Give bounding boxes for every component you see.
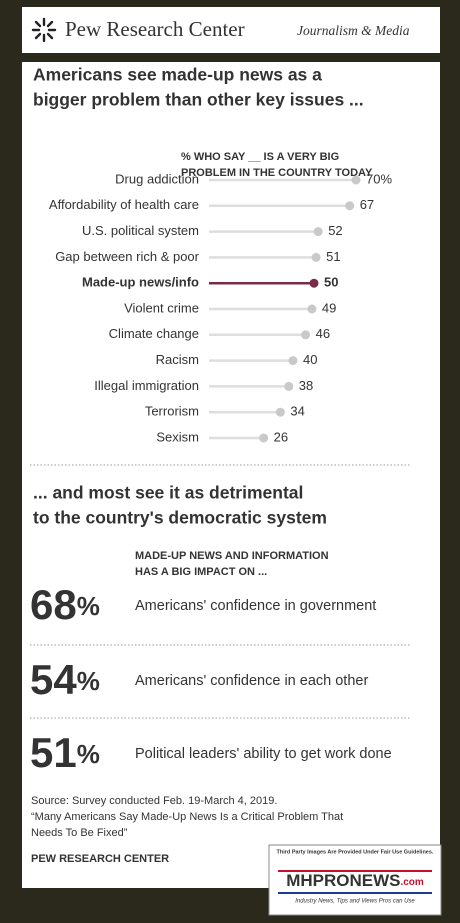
dot (284, 381, 294, 391)
stat-unit: % (77, 739, 100, 769)
category-label: Affordability of health care (49, 197, 199, 212)
value-label: 67 (360, 197, 374, 212)
source: Source: Survey conducted Feb. 19-March 4… (31, 795, 277, 807)
category-label: Sexism (156, 429, 199, 444)
watermark-notice: Third Party Images Are Provided Under Fa… (277, 849, 434, 855)
source: “Many Americans Say Made-Up News Is a Cr… (31, 811, 343, 823)
watermark-box (268, 844, 442, 916)
watermark-domain: .com (400, 877, 423, 888)
value-label: 38 (299, 378, 313, 393)
category-label: Terrorism (145, 404, 199, 419)
dot (275, 407, 285, 417)
brand: Pew Research Center (65, 17, 245, 41)
chart-title: Americans see made-up news as a (33, 65, 322, 85)
value-label: 51 (326, 249, 340, 264)
dot (301, 330, 311, 340)
stat-number: 54 (30, 656, 77, 703)
source: Needs To Be Fixed” (31, 827, 128, 839)
stat-number: 51 (30, 729, 77, 776)
section-subtitle: HAS A BIG IMPACT ON ... (135, 566, 267, 578)
value-label: 26 (274, 429, 288, 444)
section-title: ... and most see it as detrimental (33, 483, 303, 503)
dot (288, 356, 298, 366)
category-label: Gap between rich & poor (55, 249, 199, 264)
stat-unit: % (77, 591, 100, 621)
dot (351, 175, 361, 185)
dot (345, 201, 355, 211)
category-label: Racism (156, 352, 199, 367)
category-label: Illegal immigration (94, 378, 199, 393)
category-label: Drug addiction (115, 171, 199, 186)
chart-subtitle: % WHO SAY __ IS A VERY BIG (181, 151, 339, 163)
stat: 51% (30, 729, 100, 776)
watermark-tagline: Industry News, Tips and Views Pros can U… (295, 899, 415, 905)
value-label: 40 (303, 352, 317, 367)
stat-unit: % (77, 666, 100, 696)
dot (309, 278, 319, 288)
stat-number: 68 (30, 581, 77, 628)
value-label: 52 (328, 223, 342, 238)
section-title: to the country's democratic system (33, 508, 327, 528)
dot (311, 252, 321, 262)
panel (22, 62, 440, 888)
logo (31, 17, 57, 43)
value-label: 50 (324, 275, 338, 290)
category-label: U.S. political system (82, 223, 199, 238)
value-label: 46 (316, 326, 330, 341)
dot (313, 227, 323, 237)
stat-label: Americans' confidence in each other (135, 673, 368, 689)
stat-label: Political leaders' ability to get work d… (135, 746, 392, 762)
stat-label: Americans' confidence in government (135, 598, 376, 614)
watermark-rule (278, 870, 432, 872)
header-box (22, 7, 440, 53)
section: Journalism & Media (297, 23, 410, 38)
section-subtitle: MADE-UP NEWS AND INFORMATION (135, 550, 329, 562)
category-label: Climate change (109, 326, 199, 341)
watermark-brand: MHPRONEWS (286, 871, 400, 890)
org: PEW RESEARCH CENTER (31, 853, 169, 865)
watermark-rule (278, 892, 432, 894)
stat: 54% (30, 656, 100, 703)
dot (259, 433, 269, 443)
category-label: Violent crime (124, 300, 199, 315)
value-label: 49 (322, 300, 336, 315)
category-label: Made-up news/info (82, 275, 199, 290)
value-label: 34 (290, 404, 304, 419)
value-label: 70% (366, 171, 392, 186)
watermark-brand: MHPRONEWS.com (286, 871, 424, 890)
chart-title: bigger problem than other key issues ... (33, 90, 364, 110)
dot (307, 304, 317, 314)
chart-subtitle: PROBLEM IN THE COUNTRY TODAY (181, 167, 373, 179)
stat: 68% (30, 581, 100, 628)
